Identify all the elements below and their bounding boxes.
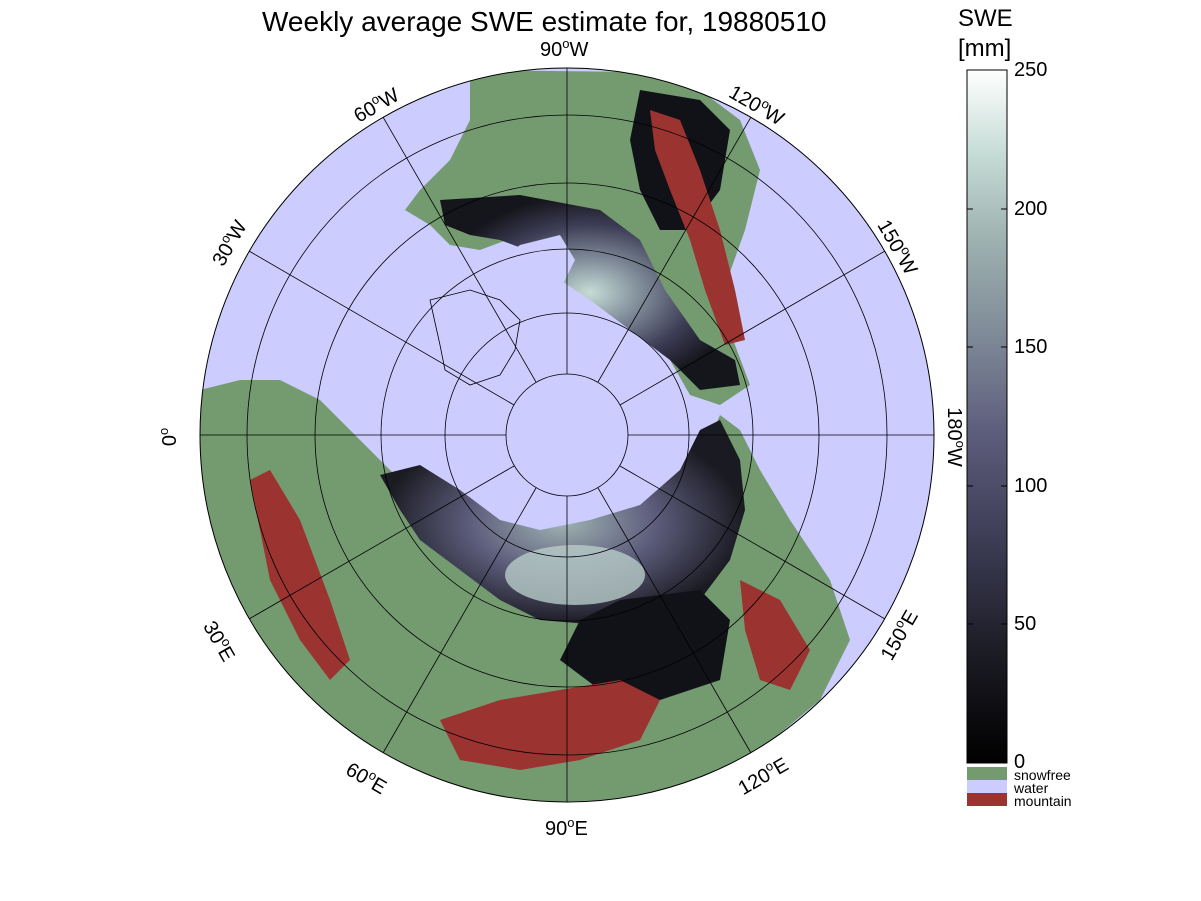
legend-snowfree-swatch <box>967 767 1007 780</box>
colorbar-tick-label: 50 <box>1014 613 1037 635</box>
lon-label-90w: 90oW <box>540 36 589 61</box>
colorbar-tick-label: 200 <box>1014 198 1048 220</box>
eurasia-snow <box>380 420 745 625</box>
colorbar-tick-label: 100 <box>1014 475 1048 497</box>
colorbar-tick-label: 0 <box>1014 751 1026 773</box>
siberia-core <box>505 545 645 605</box>
colorbar-ticks <box>967 69 1007 625</box>
meridians <box>200 68 934 802</box>
hudson-bay <box>495 235 575 300</box>
map-title: Weekly average SWE estimate for, 1988051… <box>262 6 827 37</box>
lon-label-90e: 90oE <box>545 815 588 840</box>
legend-snowfree-label: snowfree <box>1014 767 1071 783</box>
na-snow <box>440 195 740 390</box>
legend-water-swatch <box>967 780 1007 793</box>
land-masses <box>200 70 850 802</box>
legend-mountain-label: mountain <box>1014 793 1072 809</box>
colorbar-title-unit: [mm] <box>958 35 1012 62</box>
colorbar-tick-label: 250 <box>1014 59 1048 81</box>
colorbar-tick-label: 150 <box>1014 336 1048 358</box>
central-asia-mtn <box>440 680 660 770</box>
legend-water-label: water <box>1014 780 1049 796</box>
greenland <box>429 289 521 386</box>
lon-label-0: 0o <box>156 427 182 447</box>
colorbar <box>966 69 1008 764</box>
colorbar-title-variable: SWE <box>958 5 1013 32</box>
europe-mtn <box>250 470 350 680</box>
colorbar-title: SWE [mm] <box>958 4 1013 64</box>
legend-mountain-swatch <box>967 793 1007 806</box>
lon-label-180w: 180oW <box>942 407 968 467</box>
rockies <box>650 110 745 345</box>
